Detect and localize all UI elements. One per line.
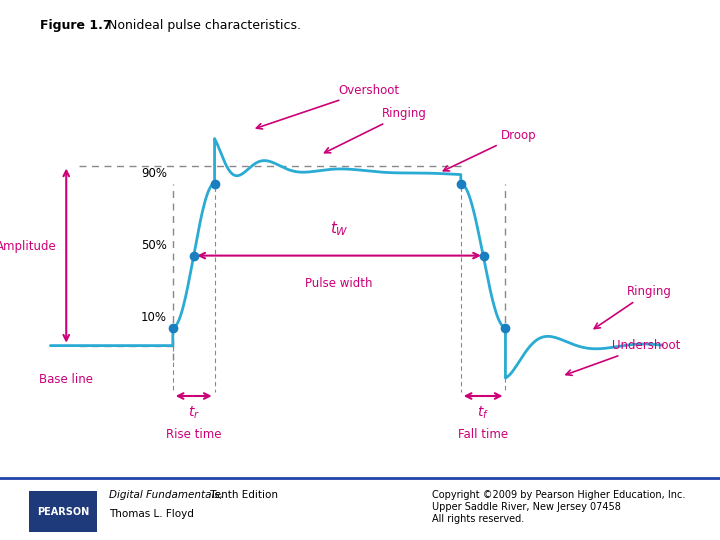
Text: Rise time: Rise time [166,428,222,441]
Text: Undershoot: Undershoot [566,339,680,375]
Text: Ringing: Ringing [594,285,671,329]
Text: Tenth Edition: Tenth Edition [207,490,278,501]
Text: Copyright ©2009 by Pearson Higher Education, Inc.
Upper Saddle River, New Jersey: Copyright ©2009 by Pearson Higher Educat… [432,490,685,523]
Text: Droop: Droop [444,129,536,171]
Text: Overshoot: Overshoot [256,84,400,129]
Text: PEARSON: PEARSON [37,507,89,517]
Text: $t_f$: $t_f$ [477,405,489,421]
Text: Nonideal pulse characteristics.: Nonideal pulse characteristics. [96,19,301,32]
Text: $t_W$: $t_W$ [330,219,348,238]
Text: Fall time: Fall time [458,428,508,441]
Text: $t_r$: $t_r$ [188,405,199,421]
Text: Ringing: Ringing [325,107,426,153]
Text: Pulse width: Pulse width [305,277,373,290]
Text: Thomas L. Floyd: Thomas L. Floyd [109,509,194,519]
Text: Figure 1.7: Figure 1.7 [40,19,111,32]
Text: 90%: 90% [141,167,167,180]
Text: Amplitude: Amplitude [0,240,57,253]
Text: 50%: 50% [141,239,167,252]
Text: Base line: Base line [39,373,94,386]
Text: Digital Fundamentals,: Digital Fundamentals, [109,490,223,501]
Text: 10%: 10% [141,311,167,324]
